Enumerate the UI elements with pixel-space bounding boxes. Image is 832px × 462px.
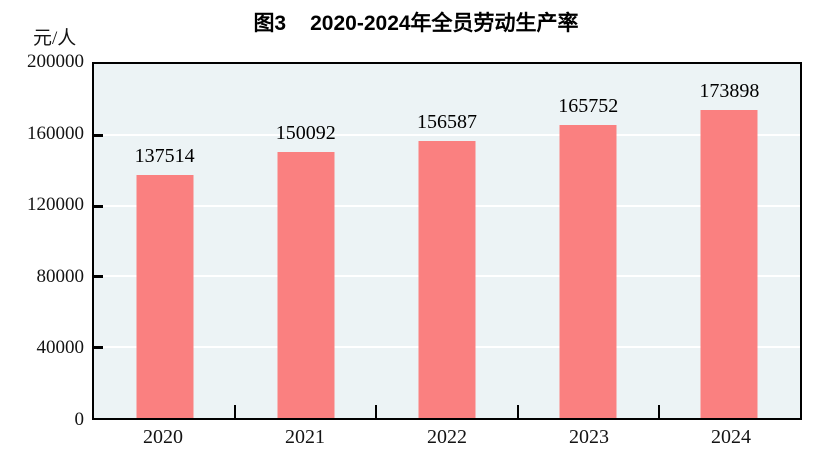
y-tick-label: 80000 xyxy=(36,265,85,287)
x-tick-label: 2021 xyxy=(285,426,325,448)
bar xyxy=(277,152,335,418)
bar-value-label: 156587 xyxy=(417,110,477,133)
chart-title: 图3 2020-2024年全员劳动生产率 xyxy=(0,7,832,37)
y-tick-label: 0 xyxy=(74,409,85,431)
bar xyxy=(700,110,758,418)
bar xyxy=(559,124,617,418)
y-tick-mark xyxy=(94,133,103,137)
x-tick-label: 2020 xyxy=(143,426,183,448)
bar xyxy=(136,174,194,418)
x-tick-mark xyxy=(516,405,519,418)
chart-title-main: 2020-2024年全员劳动生产率 xyxy=(310,12,579,35)
x-tick-mark xyxy=(375,405,378,418)
y-tick-mark xyxy=(94,204,103,208)
bar-value-label: 165752 xyxy=(558,94,619,117)
bar-value-label: 150092 xyxy=(275,122,336,145)
bar-value-label: 137514 xyxy=(134,144,195,167)
bar xyxy=(418,140,476,418)
y-axis-unit-label: 元/人 xyxy=(33,28,77,49)
x-tick-mark xyxy=(657,405,660,418)
plot-area: 137514 150092 156587 165752 173898 xyxy=(92,62,802,420)
y-tick-label: 120000 xyxy=(27,194,84,216)
y-tick-label: 40000 xyxy=(36,337,85,359)
y-tick-mark xyxy=(94,346,103,350)
x-tick-mark xyxy=(234,405,237,418)
gridline xyxy=(94,133,800,136)
bar-value-label: 173898 xyxy=(699,80,760,103)
x-tick-label: 2024 xyxy=(711,426,751,448)
y-tick-mark xyxy=(94,275,103,279)
chart-title-prefix: 图3 xyxy=(253,12,287,35)
x-tick-label: 2022 xyxy=(427,426,467,448)
y-tick-label: 160000 xyxy=(27,122,84,144)
x-axis-labels: 2020 2021 2022 2023 2024 xyxy=(92,427,802,455)
x-tick-label: 2023 xyxy=(569,426,609,448)
y-axis-labels: 0 40000 80000 120000 160000 200000 xyxy=(0,52,85,429)
y-tick-label: 200000 xyxy=(27,51,84,73)
